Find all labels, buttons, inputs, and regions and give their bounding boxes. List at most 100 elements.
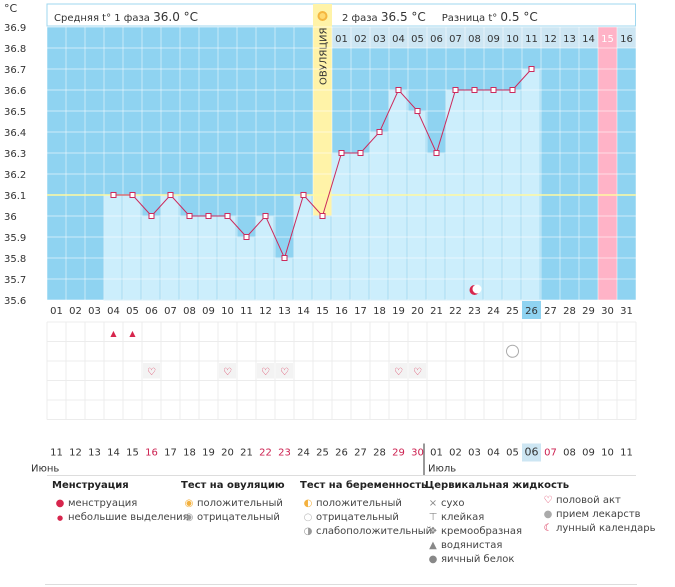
legend-menstruation-title: Менструация bbox=[52, 480, 129, 491]
heart-cell bbox=[276, 363, 293, 379]
egg-white-icon: ● bbox=[428, 554, 438, 565]
drop-icon: ● bbox=[55, 498, 65, 509]
phase2-day-label: 15 bbox=[601, 34, 614, 45]
calendar-day-label: 13 bbox=[88, 448, 101, 459]
calendar-day-label: 20 bbox=[221, 448, 234, 459]
calendar-day-label: 05 bbox=[506, 448, 519, 459]
cycle-day-label: 25 bbox=[506, 306, 519, 317]
moon-icon-mask bbox=[472, 284, 482, 294]
calendar-day-label: 17 bbox=[164, 448, 177, 459]
temperature-point bbox=[357, 150, 364, 156]
phase2-day-label: 16 bbox=[620, 34, 633, 45]
phase2-summary: 2 фаза 36.5 °C Разница t° 0.5 °C bbox=[342, 10, 538, 24]
heart-cell bbox=[409, 363, 426, 379]
moon-icon: ☾ bbox=[543, 523, 553, 534]
temperature-bar bbox=[293, 194, 313, 301]
cycle-day-label: 09 bbox=[202, 306, 215, 317]
pregnancy-test-icon bbox=[506, 344, 519, 358]
cycle-day-label: 20 bbox=[411, 306, 424, 317]
bbt-chart: °C ОВУЛЯЦИЯ 36.9 36.8 36.7 36.6 36.5 36.4 36.3 36… bbox=[4, 2, 637, 476]
y-tick-label: 36.7 bbox=[4, 65, 26, 76]
y-tick-label: 36 bbox=[4, 212, 17, 223]
temperature-point bbox=[129, 192, 136, 198]
legend-item: яичный белок bbox=[441, 554, 515, 565]
heart-icon: ♡ bbox=[280, 367, 289, 378]
heart-icon: ♡ bbox=[394, 367, 403, 378]
legend-ovulation-test: Тест на овуляцию ◉ положительный ◉ отрицат… bbox=[181, 480, 285, 525]
legend-cervical: Цервикальная жидкость × сухо ⊤ клейкая ❖ кр… bbox=[425, 480, 569, 567]
cycle-day-label: 23 bbox=[468, 306, 481, 317]
phase2-day-label: 01 bbox=[335, 34, 348, 45]
legend-other: ♡ половой акт ● прием лекарств ☾ лунный кал… bbox=[540, 494, 656, 536]
temperature-point bbox=[395, 87, 402, 93]
y-tick-label: 36.5 bbox=[4, 107, 26, 118]
negative-test-icon: ◉ bbox=[184, 512, 194, 523]
phase2-day-label: 07 bbox=[449, 34, 462, 45]
cycle-day-label: 29 bbox=[582, 306, 595, 317]
calendar-day-label: 02 bbox=[449, 448, 462, 459]
legend-item: положительный bbox=[316, 498, 402, 509]
temperature-point bbox=[148, 213, 155, 219]
phase2-day-label: 14 bbox=[582, 34, 595, 45]
temperature-point bbox=[262, 213, 269, 219]
y-tick-label: 35.8 bbox=[4, 254, 26, 265]
calendar-day-label: 21 bbox=[240, 448, 253, 459]
calendar-day-label: 14 bbox=[107, 448, 120, 459]
y-tick-label: 36.1 bbox=[4, 191, 26, 202]
sticky-icon: ⊤ bbox=[428, 512, 438, 523]
calendar-day-label: 25 bbox=[316, 448, 329, 459]
cycle-day-label: 17 bbox=[354, 306, 367, 317]
cycle-day-label: 26 bbox=[525, 306, 538, 317]
y-axis-unit: °C bbox=[4, 2, 18, 15]
cycle-day-label: 13 bbox=[278, 306, 291, 317]
small-drop-icon: ▲ bbox=[129, 329, 136, 338]
temperature-point bbox=[452, 87, 459, 93]
phase2-day-label: 12 bbox=[544, 34, 557, 45]
cycle-day-label: 12 bbox=[259, 306, 272, 317]
pregnancy-negative-icon: ○ bbox=[303, 512, 313, 523]
calendar-day-label: 10 bbox=[601, 448, 614, 459]
y-tick-label: 36.6 bbox=[4, 86, 26, 97]
heart-icon: ♡ bbox=[147, 367, 156, 378]
cycle-day-label: 15 bbox=[316, 306, 329, 317]
ovulation-sun-core bbox=[319, 13, 326, 19]
y-tick-label: 36.3 bbox=[4, 149, 26, 160]
phase1-summary: Средняя t° 1 фаза 36.0 °C bbox=[54, 10, 198, 24]
creamy-icon: ❖ bbox=[428, 526, 438, 537]
cycle-day-label: 10 bbox=[221, 306, 234, 317]
cycle-day-label: 22 bbox=[449, 306, 462, 317]
legend-ovulation-title: Тест на овуляцию bbox=[181, 480, 285, 491]
temperature-bar bbox=[521, 68, 541, 301]
temperature-point bbox=[490, 87, 497, 93]
cycle-day-label: 27 bbox=[544, 306, 557, 317]
cycle-day-label: 08 bbox=[183, 306, 196, 317]
phase2-label: 2 фаза bbox=[342, 13, 378, 24]
cycle-day-label: 02 bbox=[69, 306, 82, 317]
cycle-day-label: 19 bbox=[392, 306, 405, 317]
calendar-day-label: 11 bbox=[50, 448, 63, 459]
heart-cell bbox=[143, 363, 160, 379]
calendar-day-label: 29 bbox=[392, 448, 405, 459]
heart-cell bbox=[390, 363, 407, 379]
y-tick-label: 35.7 bbox=[4, 275, 26, 286]
temperature-point bbox=[243, 234, 250, 240]
diff-value: 0.5 °C bbox=[500, 10, 538, 24]
calendar-day-label: 23 bbox=[278, 448, 291, 459]
temperature-bar bbox=[122, 194, 142, 301]
cycle-day-label: 01 bbox=[50, 306, 63, 317]
cycle-day-label: 06 bbox=[145, 306, 158, 317]
temperature-point bbox=[281, 255, 288, 261]
y-tick-label: 36.4 bbox=[4, 128, 26, 139]
dry-icon: × bbox=[428, 498, 438, 509]
calendar-day-label: 30 bbox=[411, 448, 424, 459]
calendar-day-label: 04 bbox=[487, 448, 500, 459]
phase1-label: Средняя t° 1 фаза bbox=[54, 13, 150, 24]
heart-icon: ♡ bbox=[223, 367, 232, 378]
phase2-day-label: 02 bbox=[354, 34, 367, 45]
calendar-day-label: 26 bbox=[335, 448, 348, 459]
calendar-day-label: 06 bbox=[525, 446, 539, 459]
legend-item: лунный календарь bbox=[556, 523, 656, 534]
temperature-point bbox=[471, 87, 478, 93]
month-label-june: Июнь bbox=[31, 464, 59, 475]
legend-item: положительный bbox=[197, 498, 283, 509]
